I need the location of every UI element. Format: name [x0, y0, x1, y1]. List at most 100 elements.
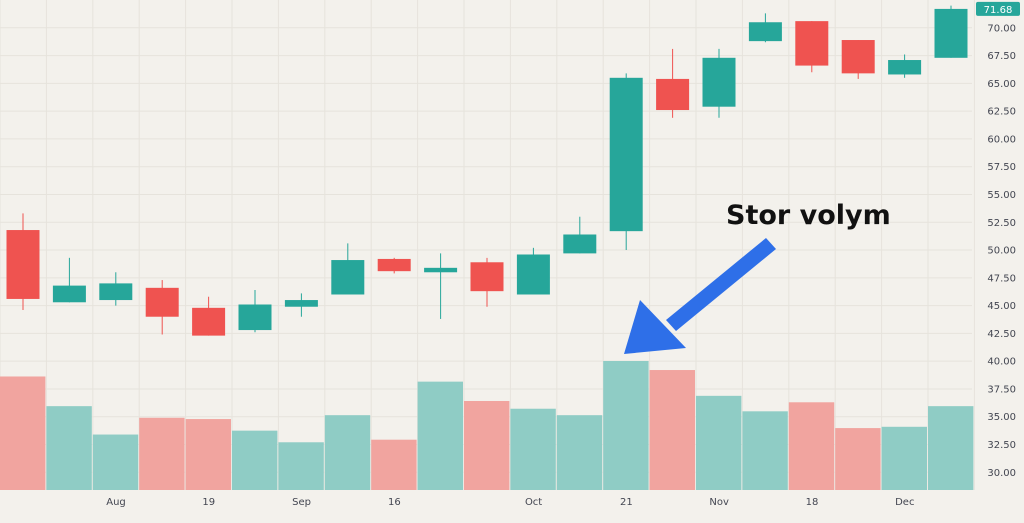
y-tick-label: 30.00 [987, 468, 1016, 479]
x-tick-label: Sep [292, 497, 311, 508]
time-axis[interactable]: Aug 19 Sep 16 Oct 21 Nov 18 Dec [106, 497, 914, 508]
volume-bar [232, 430, 278, 490]
y-tick-label: 70.00 [987, 23, 1016, 34]
candle [192, 296, 226, 336]
y-tick-label: 55.00 [987, 190, 1016, 201]
candle [841, 40, 875, 79]
volume-bar [510, 408, 556, 490]
x-tick-label: 16 [388, 497, 401, 508]
annotation-arrow-head [624, 300, 686, 354]
candle [52, 257, 86, 303]
annotation-text: Stor volym [726, 200, 891, 231]
volume-bar [417, 381, 463, 490]
candle-body [52, 285, 86, 303]
y-tick-label: 42.50 [987, 329, 1016, 340]
y-tick-label: 37.50 [987, 384, 1016, 395]
candle-body [656, 78, 690, 111]
candle [795, 21, 829, 73]
volume-bar [928, 406, 974, 490]
candle [748, 13, 782, 43]
candle [284, 293, 318, 317]
candle-body [6, 230, 40, 299]
x-tick-label: 18 [806, 497, 819, 508]
candle [377, 257, 411, 274]
x-tick-label: Nov [709, 497, 729, 508]
candle-body [192, 307, 226, 336]
candle-body [563, 234, 597, 254]
volume-bar [139, 417, 185, 490]
candle-body [795, 21, 829, 66]
volume-bar [696, 395, 742, 490]
volume-bar [324, 415, 371, 490]
y-tick-label: 57.50 [987, 162, 1016, 173]
volume-bar [788, 402, 835, 490]
volume-bar [0, 376, 46, 490]
y-tick-label: 47.50 [987, 273, 1016, 284]
y-tick-label: 50.00 [987, 246, 1016, 257]
y-tick-label: 62.50 [987, 107, 1016, 118]
volume-bar [278, 442, 324, 490]
y-tick-label: 32.50 [987, 440, 1016, 451]
candle-body [748, 22, 782, 42]
candle [563, 216, 597, 254]
candle [99, 272, 133, 306]
candle-body [331, 260, 365, 295]
candle-body [516, 254, 550, 295]
candle [702, 48, 736, 118]
x-tick-label: 19 [202, 497, 215, 508]
candle [6, 213, 40, 311]
volume-bar [556, 415, 603, 490]
x-tick-label: Dec [895, 497, 914, 508]
volume-bar [371, 439, 417, 490]
candle-body [888, 60, 922, 75]
candle-body [377, 258, 411, 272]
candle-body [284, 300, 318, 307]
y-tick-label: 52.50 [987, 218, 1016, 229]
candle [331, 243, 365, 295]
candle [424, 253, 458, 319]
candle [238, 290, 272, 333]
candles [6, 5, 968, 336]
annotation: Stor volym [624, 200, 891, 354]
candle [470, 257, 504, 307]
y-tick-label: 60.00 [987, 134, 1016, 145]
price-axis[interactable]: 30.00 32.50 35.00 37.50 40.00 42.50 45.00 47.50… [987, 23, 1016, 479]
x-tick-label: Oct [525, 497, 542, 508]
last-price-label-background [976, 1, 1020, 16]
candle-body [238, 304, 272, 331]
candle-body [702, 57, 736, 107]
y-tick-label: 65.00 [987, 79, 1016, 90]
candle [888, 54, 922, 78]
candle-body [99, 283, 133, 301]
candle [516, 247, 550, 295]
x-tick-label: Aug [106, 497, 126, 508]
volume-bar [649, 370, 695, 490]
last-price-label-text: 71.68 [984, 5, 1013, 16]
y-tick-label: 35.00 [987, 412, 1016, 423]
y-tick-label: 45.00 [987, 301, 1016, 312]
candle [609, 73, 643, 251]
candle-body [934, 8, 968, 58]
candle-body [841, 40, 875, 74]
volume-bar [464, 400, 510, 490]
last-price-label: 71.68 [976, 1, 1020, 16]
candle [145, 280, 179, 335]
annotation-arrow-shaft [666, 238, 776, 331]
y-tick-label: 40.00 [987, 357, 1016, 368]
volume-bar [742, 411, 788, 490]
volume-bar [185, 419, 231, 490]
candle [656, 48, 690, 118]
candle [934, 5, 968, 58]
candle-body [609, 77, 643, 232]
volume-bar [881, 426, 927, 490]
candle-body [470, 262, 504, 292]
candle-body [424, 267, 458, 273]
y-tick-label: 67.50 [987, 51, 1016, 62]
volume-bar [835, 428, 881, 490]
x-tick-label: 21 [620, 497, 633, 508]
candle-body [145, 287, 179, 317]
volume-bar [46, 406, 92, 490]
volume-bar [92, 434, 139, 490]
